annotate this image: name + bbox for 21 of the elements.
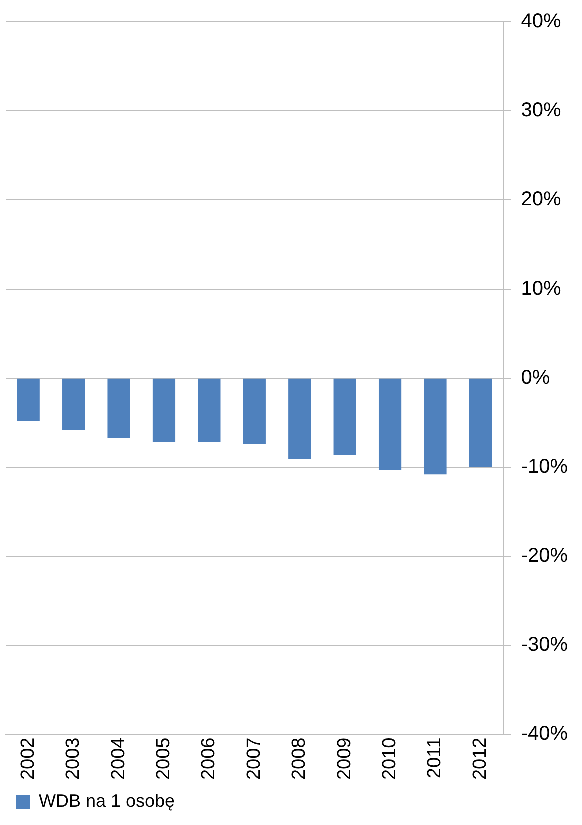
y-tick-label: 0% xyxy=(521,366,550,389)
y-tick-label: -20% xyxy=(521,545,568,568)
y-tick-label: -40% xyxy=(521,723,568,746)
x-tick-label: 2003 xyxy=(63,738,84,780)
x-tick-label: 2004 xyxy=(108,737,130,780)
y-tick-label: 30% xyxy=(521,100,562,122)
x-tick-label: 2005 xyxy=(153,738,174,780)
x-tick-label: 2006 xyxy=(198,738,220,780)
y-tick-label: -10% xyxy=(521,456,568,478)
x-tick-label: 2010 xyxy=(380,738,401,780)
legend-label: WDB na 1 osobę xyxy=(39,790,176,811)
y-tick-label: 40% xyxy=(521,10,562,33)
x-tick-label: 2008 xyxy=(289,738,310,780)
x-tick-label: 2012 xyxy=(470,738,491,780)
x-tick-label: 2011 xyxy=(424,738,446,779)
y-tick-label: 20% xyxy=(521,188,562,211)
x-tick-label: 2002 xyxy=(18,738,39,780)
y-tick-label: -30% xyxy=(521,634,568,656)
x-tick-label: 2007 xyxy=(244,738,265,780)
x-tick-label: 2009 xyxy=(334,738,356,780)
y-tick-label: 10% xyxy=(521,278,562,300)
